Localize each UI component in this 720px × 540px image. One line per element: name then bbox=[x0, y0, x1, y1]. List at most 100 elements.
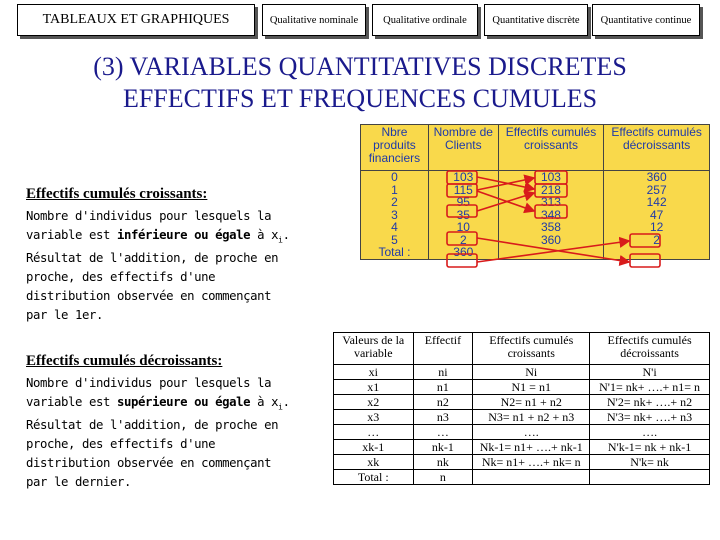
t2-cell: Nk= n1+ ….+ nk= n bbox=[472, 454, 591, 470]
t2-cell: N'k-1= nk + nk-1 bbox=[589, 439, 710, 455]
t1-cell: 313 bbox=[497, 196, 605, 209]
page-title: (3) VARIABLES QUANTITATIVES DISCRETES bbox=[93, 52, 627, 81]
croissants-subscript: i bbox=[278, 235, 283, 245]
t2-cell: … bbox=[333, 424, 414, 440]
croissants-text-end: . Résultat de l'addition, de proche en p… bbox=[26, 228, 290, 323]
t1-cell: 142 bbox=[603, 196, 710, 209]
tab-qualitative-nominale[interactable]: Qualitative nominale bbox=[262, 4, 366, 36]
decroissants-text-end: . Résultat de l'addition, de proche en p… bbox=[26, 395, 290, 490]
t1-cell: 103 bbox=[497, 170, 605, 184]
t2-cell: ni bbox=[412, 364, 474, 380]
t2-cell: N'1= nk+ ….+ n1= n bbox=[589, 379, 710, 395]
t2-total-value: n bbox=[412, 469, 474, 485]
croissants-heading: Effectifs cumulés croissants: bbox=[26, 186, 208, 202]
t2-cell: n1 bbox=[412, 379, 474, 395]
t2-cell: N'3= nk+ ….+ n3 bbox=[589, 409, 710, 425]
t1-cell bbox=[603, 246, 710, 260]
t2-cell: xk-1 bbox=[333, 439, 414, 455]
decroissants-subscript: i bbox=[278, 402, 283, 412]
t2-header-cumul-decroissants: Effectifs cumulés décroissants bbox=[589, 332, 710, 365]
t1-cell: 360 bbox=[497, 233, 605, 246]
t1-cell: 2 bbox=[360, 196, 429, 209]
t1-header-cumul-croissants: Effectifs cumulés croissants bbox=[497, 124, 605, 171]
t1-cell: 1 bbox=[360, 183, 429, 196]
tab-tableaux-et-graphiques[interactable]: TABLEAUX ET GRAPHIQUES bbox=[17, 4, 255, 36]
t1-cell: 4 bbox=[360, 221, 429, 234]
t1-total-label: Total : bbox=[360, 246, 429, 260]
t2-cell: … bbox=[412, 424, 474, 440]
t1-cell: 47 bbox=[603, 208, 710, 221]
table-row: 4 10 358 12 bbox=[360, 221, 710, 234]
table-row: 0 103 103 360 bbox=[360, 170, 710, 184]
t2-cell: N'k= nk bbox=[589, 454, 710, 470]
t2-cell: n3 bbox=[412, 409, 474, 425]
t2-body: xi ni Ni N'i x1 n1 N1 = n1 N'1= nk+ ….+ n1= n … bbox=[333, 364, 710, 485]
t1-cell: 3 bbox=[360, 208, 429, 221]
t1-cell: 358 bbox=[497, 221, 605, 234]
cumulative-formula-table: Valeurs de la variable Effectif Effectif… bbox=[333, 332, 710, 485]
t2-cell: Ni bbox=[472, 364, 591, 380]
t2-cell: N1 = n1 bbox=[472, 379, 591, 395]
t1-total-value: 360 bbox=[427, 246, 499, 260]
t2-cell: nk-1 bbox=[412, 439, 474, 455]
croissants-emphasis: inférieure ou égale bbox=[117, 228, 251, 242]
croissants-text-before: Nombre d'individus pour lesquels la vari… bbox=[26, 209, 272, 242]
decroissants-definition: Nombre d'individus pour lesquels la vari… bbox=[26, 374, 296, 492]
t2-cell bbox=[589, 469, 710, 485]
t1-header-cumul-decroissants: Effectifs cumulés décroissants bbox=[603, 124, 710, 171]
croissants-definition: Nombre d'individus pour lesquels la vari… bbox=[26, 207, 296, 325]
t1-cell: 2 bbox=[603, 233, 710, 246]
tab-quantitative-discrete[interactable]: Quantitative discrète bbox=[484, 4, 588, 36]
t2-header-effectif: Effectif bbox=[412, 332, 474, 365]
t1-cell: 360 bbox=[603, 170, 710, 184]
t1-cell: 103 bbox=[427, 170, 499, 184]
table-row: xk-1 nk-1 Nk-1= n1+ ….+ nk-1 N'k-1= nk + nk… bbox=[333, 439, 710, 455]
t2-cell: N'2= nk+ ….+ n2 bbox=[589, 394, 710, 410]
t1-cell: 5 bbox=[360, 233, 429, 246]
t2-total-row: Total :n bbox=[333, 469, 710, 485]
decroissants-text-after: à x bbox=[250, 395, 279, 409]
t2-cell: N3= n1 + n2 + n3 bbox=[472, 409, 591, 425]
t2-header-variable: Valeurs de la variable bbox=[333, 332, 414, 365]
t2-cell: x2 bbox=[333, 394, 414, 410]
t2-cell: x1 bbox=[333, 379, 414, 395]
t2-cell: N2= n1 + n2 bbox=[472, 394, 591, 410]
t1-body: 0 103 103 360 1 115 218 257 2 95 313 142 3 35 348 47… bbox=[360, 170, 710, 260]
t1-cell: 95 bbox=[427, 196, 499, 209]
t1-header-products: Nbre produits financiers bbox=[360, 124, 429, 171]
t2-cell: xk bbox=[333, 454, 414, 470]
t2-cell bbox=[472, 469, 591, 485]
tab-quantitative-continue[interactable]: Quantitative continue bbox=[592, 4, 700, 36]
t2-cell: N'i bbox=[589, 364, 710, 380]
table-row: ……….…. bbox=[333, 424, 710, 440]
decroissants-emphasis: supérieure ou égale bbox=[117, 395, 251, 409]
t1-cell: 0 bbox=[360, 170, 429, 184]
t2-cell: x3 bbox=[333, 409, 414, 425]
table-row: 2 95 313 142 bbox=[360, 196, 710, 209]
decroissants-heading: Effectifs cumulés décroissants: bbox=[26, 353, 223, 369]
t2-cell: xi bbox=[333, 364, 414, 380]
tab-qualitative-ordinale[interactable]: Qualitative ordinale bbox=[372, 4, 478, 36]
t2-cell: Nk-1= n1+ ….+ nk-1 bbox=[472, 439, 591, 455]
table-row: xk nk Nk= n1+ ….+ nk= n N'k= nk bbox=[333, 454, 710, 470]
t1-total-row: Total :360 bbox=[360, 246, 710, 260]
t1-cell: 257 bbox=[603, 183, 710, 196]
t1-cell: 12 bbox=[603, 221, 710, 234]
table-row: x2 n2 N2= n1 + n2 N'2= nk+ ….+ n2 bbox=[333, 394, 710, 410]
table-row: x3 n3 N3= n1 + n2 + n3 N'3= nk+ ….+ n3 bbox=[333, 409, 710, 425]
decroissants-text-before: Nombre d'individus pour lesquels la vari… bbox=[26, 376, 272, 409]
t1-header-clients: Nombre de Clients bbox=[427, 124, 499, 171]
t2-total-label: Total : bbox=[333, 469, 414, 485]
t2-cell: n2 bbox=[412, 394, 474, 410]
t2-header-cumul-croissants: Effectifs cumulés croissants bbox=[472, 332, 591, 365]
example-frequency-table: Nbre produits financiers Nombre de Clien… bbox=[360, 124, 710, 260]
t2-cell: nk bbox=[412, 454, 474, 470]
t1-cell bbox=[497, 246, 605, 260]
t2-symbol-row: xi ni Ni N'i bbox=[333, 364, 710, 380]
t2-cell: …. bbox=[472, 424, 591, 440]
page-subtitle: EFFECTIFS ET FREQUENCES CUMULES bbox=[122, 84, 598, 113]
t2-cell: …. bbox=[589, 424, 710, 440]
t1-cell: 10 bbox=[427, 221, 499, 234]
table-row: 5 2 360 2 bbox=[360, 233, 710, 246]
table-row: x1 n1 N1 = n1 N'1= nk+ ….+ n1= n bbox=[333, 379, 710, 395]
